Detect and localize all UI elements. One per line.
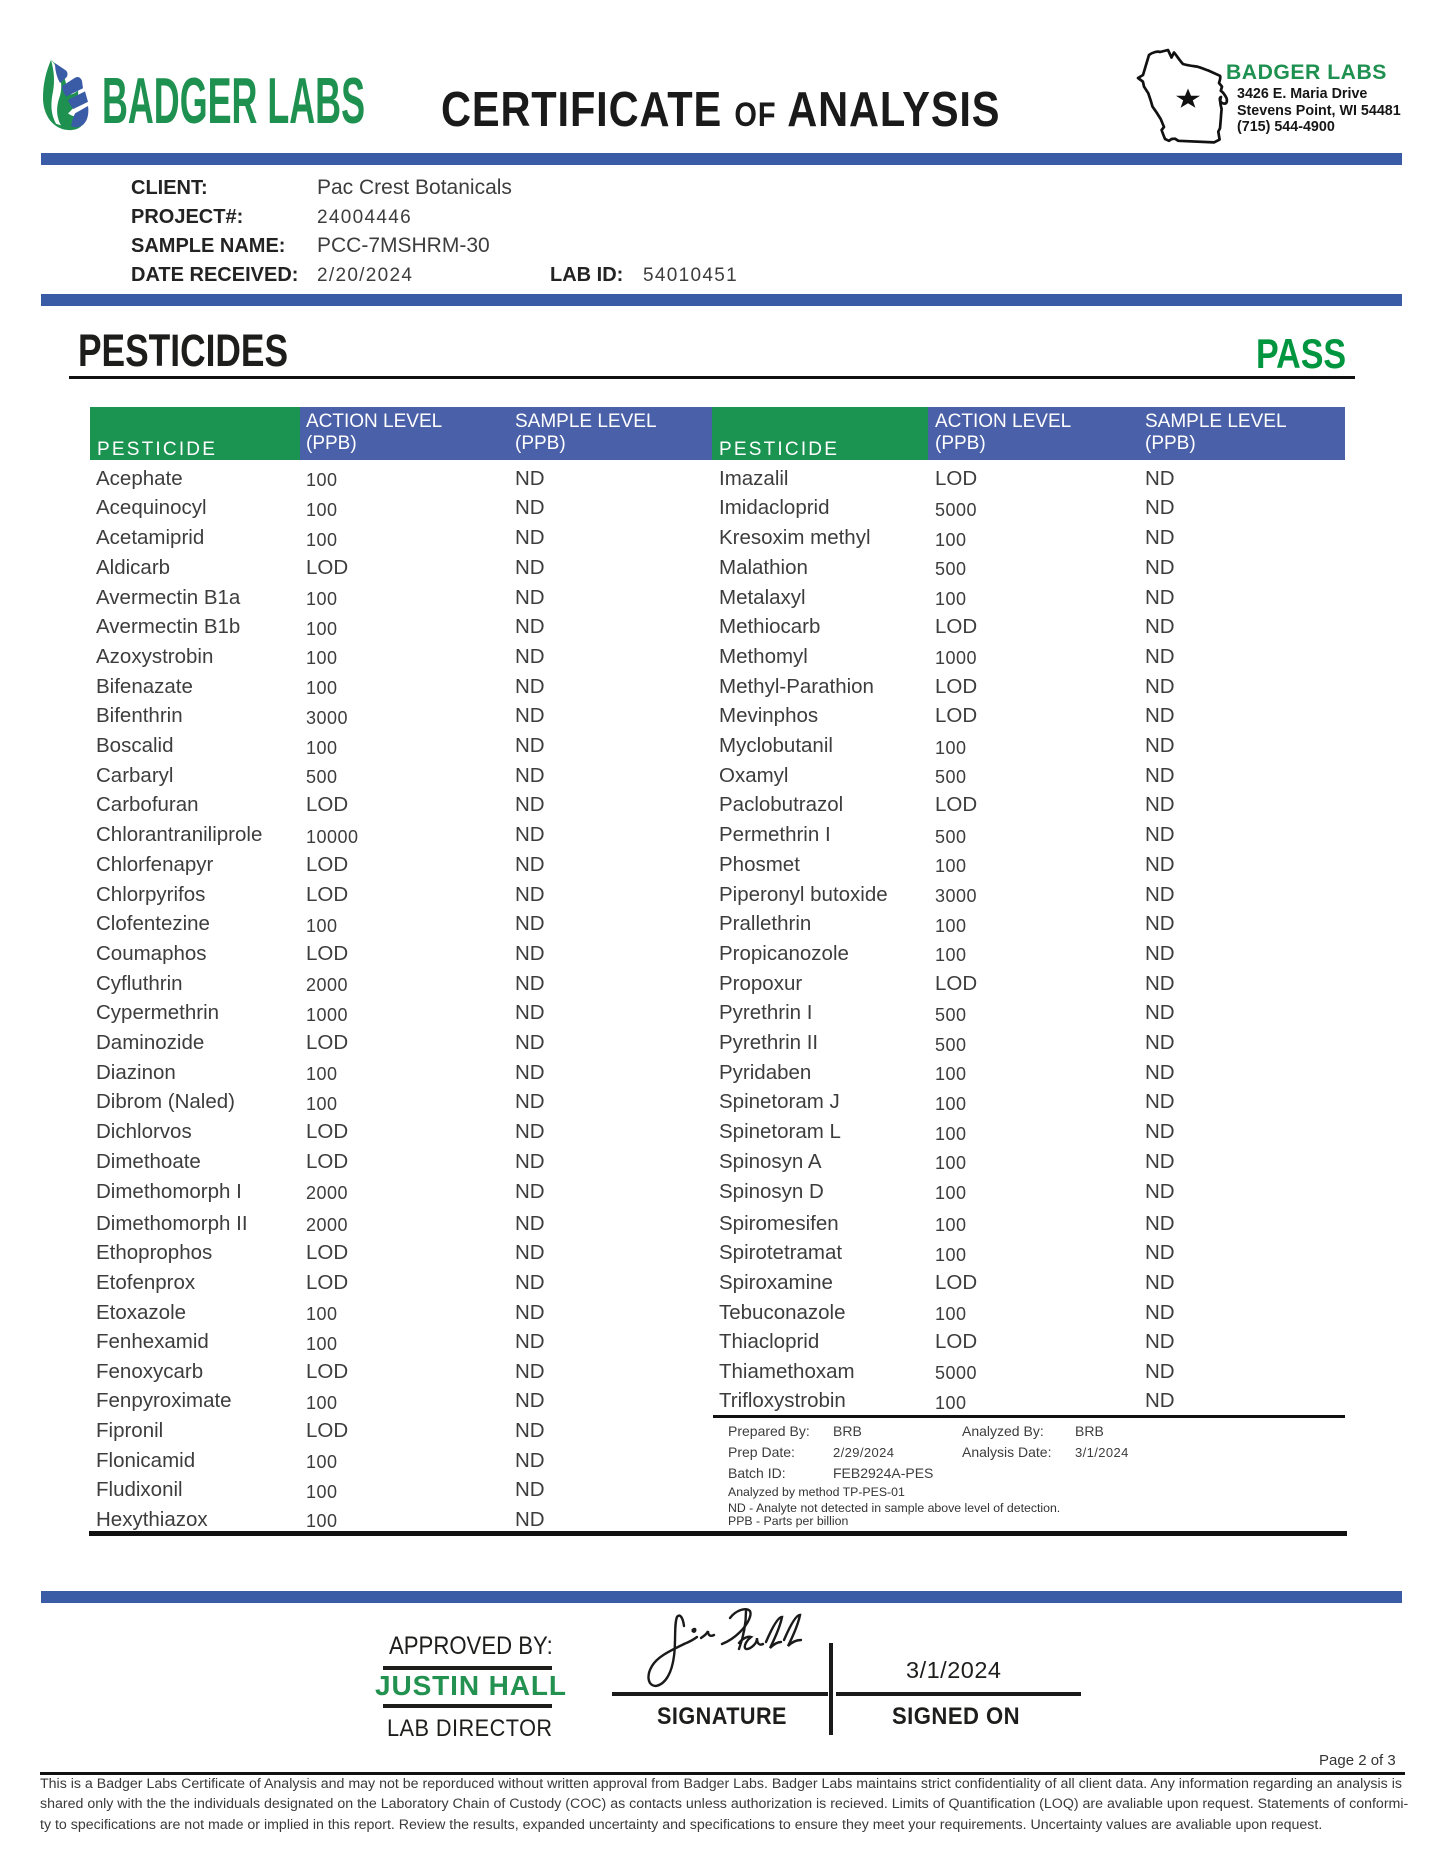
svg-text:BADGER LABS: BADGER LABS (102, 64, 365, 132)
